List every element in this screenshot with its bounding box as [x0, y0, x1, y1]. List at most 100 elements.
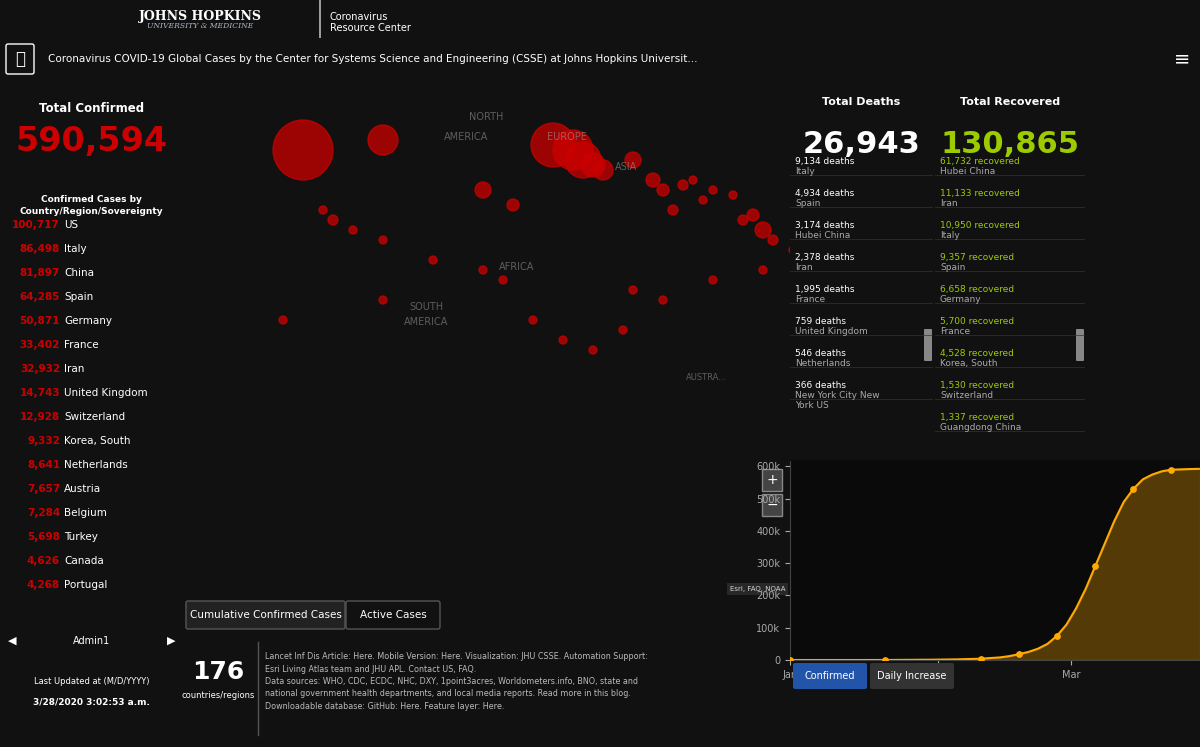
Circle shape — [475, 182, 491, 198]
Text: 4,268: 4,268 — [26, 580, 60, 590]
Text: 61,732 recovered: 61,732 recovered — [940, 157, 1020, 166]
Text: Netherlands: Netherlands — [796, 359, 851, 368]
Text: ⛨: ⛨ — [14, 50, 25, 68]
Point — [1123, 483, 1142, 495]
Text: Italy: Italy — [796, 167, 815, 176]
Circle shape — [768, 235, 778, 245]
Text: 86,498: 86,498 — [19, 244, 60, 254]
Point — [1162, 464, 1181, 476]
Circle shape — [709, 276, 718, 284]
Text: 4,934 deaths: 4,934 deaths — [796, 189, 854, 198]
Text: Total Recovered: Total Recovered — [960, 97, 1060, 107]
Text: France: France — [796, 295, 826, 304]
Text: 6,658 recovered: 6,658 recovered — [940, 285, 1014, 294]
Text: AMERICA: AMERICA — [404, 317, 449, 327]
Text: 1,995 deaths: 1,995 deaths — [796, 285, 854, 294]
Text: AUSTRA...: AUSTRA... — [686, 373, 727, 382]
Circle shape — [746, 209, 760, 221]
Text: New York City New
York US: New York City New York US — [796, 391, 880, 410]
Text: 26,943: 26,943 — [803, 130, 920, 159]
FancyBboxPatch shape — [924, 329, 932, 361]
Text: Switzerland: Switzerland — [64, 412, 125, 422]
Text: Daily Increase: Daily Increase — [877, 671, 947, 681]
Text: AFRICA: AFRICA — [499, 262, 534, 272]
Text: Germany: Germany — [940, 295, 982, 304]
Circle shape — [629, 286, 637, 294]
Text: Total Confirmed: Total Confirmed — [38, 102, 144, 114]
Text: ASIA: ASIA — [616, 162, 637, 172]
Text: Iran: Iran — [64, 364, 84, 374]
Text: US: US — [64, 220, 78, 230]
Text: Korea, South: Korea, South — [940, 359, 997, 368]
Text: ◀: ◀ — [8, 636, 17, 646]
Text: 14,743: 14,743 — [19, 388, 60, 398]
Text: Last Updated at (M/D/YYYY): Last Updated at (M/D/YYYY) — [34, 678, 149, 686]
Text: Iran: Iran — [940, 199, 958, 208]
Circle shape — [529, 316, 538, 324]
Text: +: + — [766, 473, 778, 487]
Text: Italy: Italy — [64, 244, 86, 254]
Text: 81,897: 81,897 — [19, 268, 60, 278]
Circle shape — [839, 206, 847, 214]
Text: Germany: Germany — [64, 316, 112, 326]
Circle shape — [593, 160, 613, 180]
Circle shape — [799, 216, 808, 224]
Text: 546 deaths: 546 deaths — [796, 349, 846, 358]
Text: Esri, FAO, NOAA: Esri, FAO, NOAA — [730, 586, 785, 592]
Text: China: China — [64, 268, 94, 278]
Circle shape — [760, 266, 767, 274]
Text: Netherlands: Netherlands — [64, 460, 127, 470]
Text: NORTH: NORTH — [469, 112, 504, 122]
Text: ▶: ▶ — [167, 636, 175, 646]
Circle shape — [589, 346, 598, 354]
FancyBboxPatch shape — [793, 663, 866, 689]
Text: Coronavirus: Coronavirus — [330, 12, 389, 22]
Text: ≡: ≡ — [1174, 49, 1190, 69]
Text: France: France — [64, 340, 98, 350]
Circle shape — [508, 199, 520, 211]
Text: 3/28/2020 3:02:53 a.m.: 3/28/2020 3:02:53 a.m. — [34, 698, 150, 707]
Text: France: France — [940, 327, 970, 336]
Text: Italy: Italy — [940, 231, 960, 240]
Circle shape — [530, 123, 575, 167]
Text: 5,700 recovered: 5,700 recovered — [940, 317, 1014, 326]
Point — [1048, 630, 1067, 642]
Text: 100,717: 100,717 — [12, 220, 60, 230]
Circle shape — [319, 206, 326, 214]
Circle shape — [668, 205, 678, 215]
Text: 64,285: 64,285 — [19, 292, 60, 302]
Circle shape — [659, 296, 667, 304]
Text: Active Cases: Active Cases — [360, 610, 426, 620]
Text: countries/regions: countries/regions — [181, 690, 254, 699]
Text: Hubei China: Hubei China — [940, 167, 995, 176]
Circle shape — [899, 216, 907, 224]
Text: 4,528 recovered: 4,528 recovered — [940, 349, 1014, 358]
Circle shape — [625, 152, 641, 168]
Text: 9,357 recovered: 9,357 recovered — [940, 253, 1014, 262]
Text: 9,332: 9,332 — [28, 436, 60, 446]
Text: 3,174 deaths: 3,174 deaths — [796, 221, 854, 230]
Text: Switzerland: Switzerland — [940, 391, 994, 400]
Text: Iran: Iran — [796, 263, 812, 272]
FancyBboxPatch shape — [870, 663, 954, 689]
Text: 50,871: 50,871 — [19, 316, 60, 326]
Text: SOUTH: SOUTH — [409, 302, 444, 312]
FancyBboxPatch shape — [346, 601, 440, 629]
Text: 11,133 recovered: 11,133 recovered — [940, 189, 1020, 198]
Text: 366 deaths: 366 deaths — [796, 381, 846, 390]
Circle shape — [709, 186, 718, 194]
Circle shape — [619, 326, 628, 334]
Text: Total Deaths: Total Deaths — [822, 97, 901, 107]
Text: 4,626: 4,626 — [26, 556, 60, 566]
Text: 176: 176 — [192, 660, 244, 684]
Text: 590,594: 590,594 — [16, 125, 168, 158]
Text: Confirmed Cases by
Country/Region/Sovereignty: Confirmed Cases by Country/Region/Sovere… — [19, 195, 163, 216]
Text: 8,641: 8,641 — [26, 460, 60, 470]
Text: Hubei China: Hubei China — [796, 231, 851, 240]
Text: Spain: Spain — [796, 199, 821, 208]
Text: 130,865: 130,865 — [941, 130, 1080, 159]
Circle shape — [565, 142, 601, 178]
Circle shape — [889, 196, 898, 204]
Circle shape — [553, 130, 593, 170]
Circle shape — [278, 316, 287, 324]
